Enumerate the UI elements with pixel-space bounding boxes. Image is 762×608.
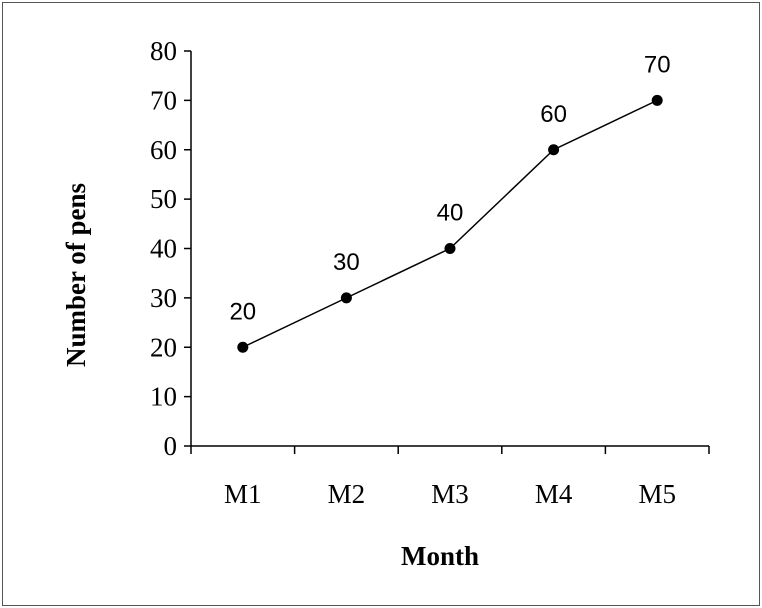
data-labels: 20 30 40 60 70 bbox=[229, 51, 670, 325]
data-label: 60 bbox=[540, 101, 567, 128]
y-axis: 0 10 20 30 40 50 60 70 80 bbox=[150, 36, 192, 461]
y-tick-label: 40 bbox=[150, 234, 177, 264]
y-tick-label: 0 bbox=[164, 431, 178, 461]
data-point bbox=[340, 292, 352, 304]
y-tick-label: 50 bbox=[150, 184, 177, 214]
x-tick-label: M3 bbox=[431, 479, 469, 509]
x-tick-label: M4 bbox=[535, 479, 573, 509]
data-point bbox=[444, 243, 456, 254]
data-label: 70 bbox=[644, 51, 671, 78]
y-tick-label: 10 bbox=[150, 382, 177, 412]
y-axis-title: Number of pens bbox=[61, 183, 91, 367]
y-tick-label: 60 bbox=[150, 135, 177, 165]
x-tick-label: M1 bbox=[224, 479, 262, 509]
x-axis: M1 M2 M3 M4 M5 bbox=[190, 445, 710, 509]
data-label: 20 bbox=[229, 298, 256, 325]
y-tick-label: 80 bbox=[150, 36, 177, 66]
x-axis-title: Month bbox=[401, 541, 479, 571]
data-point bbox=[651, 94, 663, 106]
data-label: 40 bbox=[437, 200, 464, 227]
data-point bbox=[548, 144, 560, 156]
y-tick-label: 70 bbox=[150, 85, 177, 115]
y-tick-label: 20 bbox=[150, 332, 177, 362]
x-tick-label: M2 bbox=[328, 479, 366, 509]
data-label: 30 bbox=[333, 249, 360, 276]
x-tick-label: M5 bbox=[638, 479, 676, 509]
data-point bbox=[237, 341, 249, 353]
y-tick-label: 30 bbox=[150, 283, 177, 313]
series-pens bbox=[237, 94, 663, 353]
